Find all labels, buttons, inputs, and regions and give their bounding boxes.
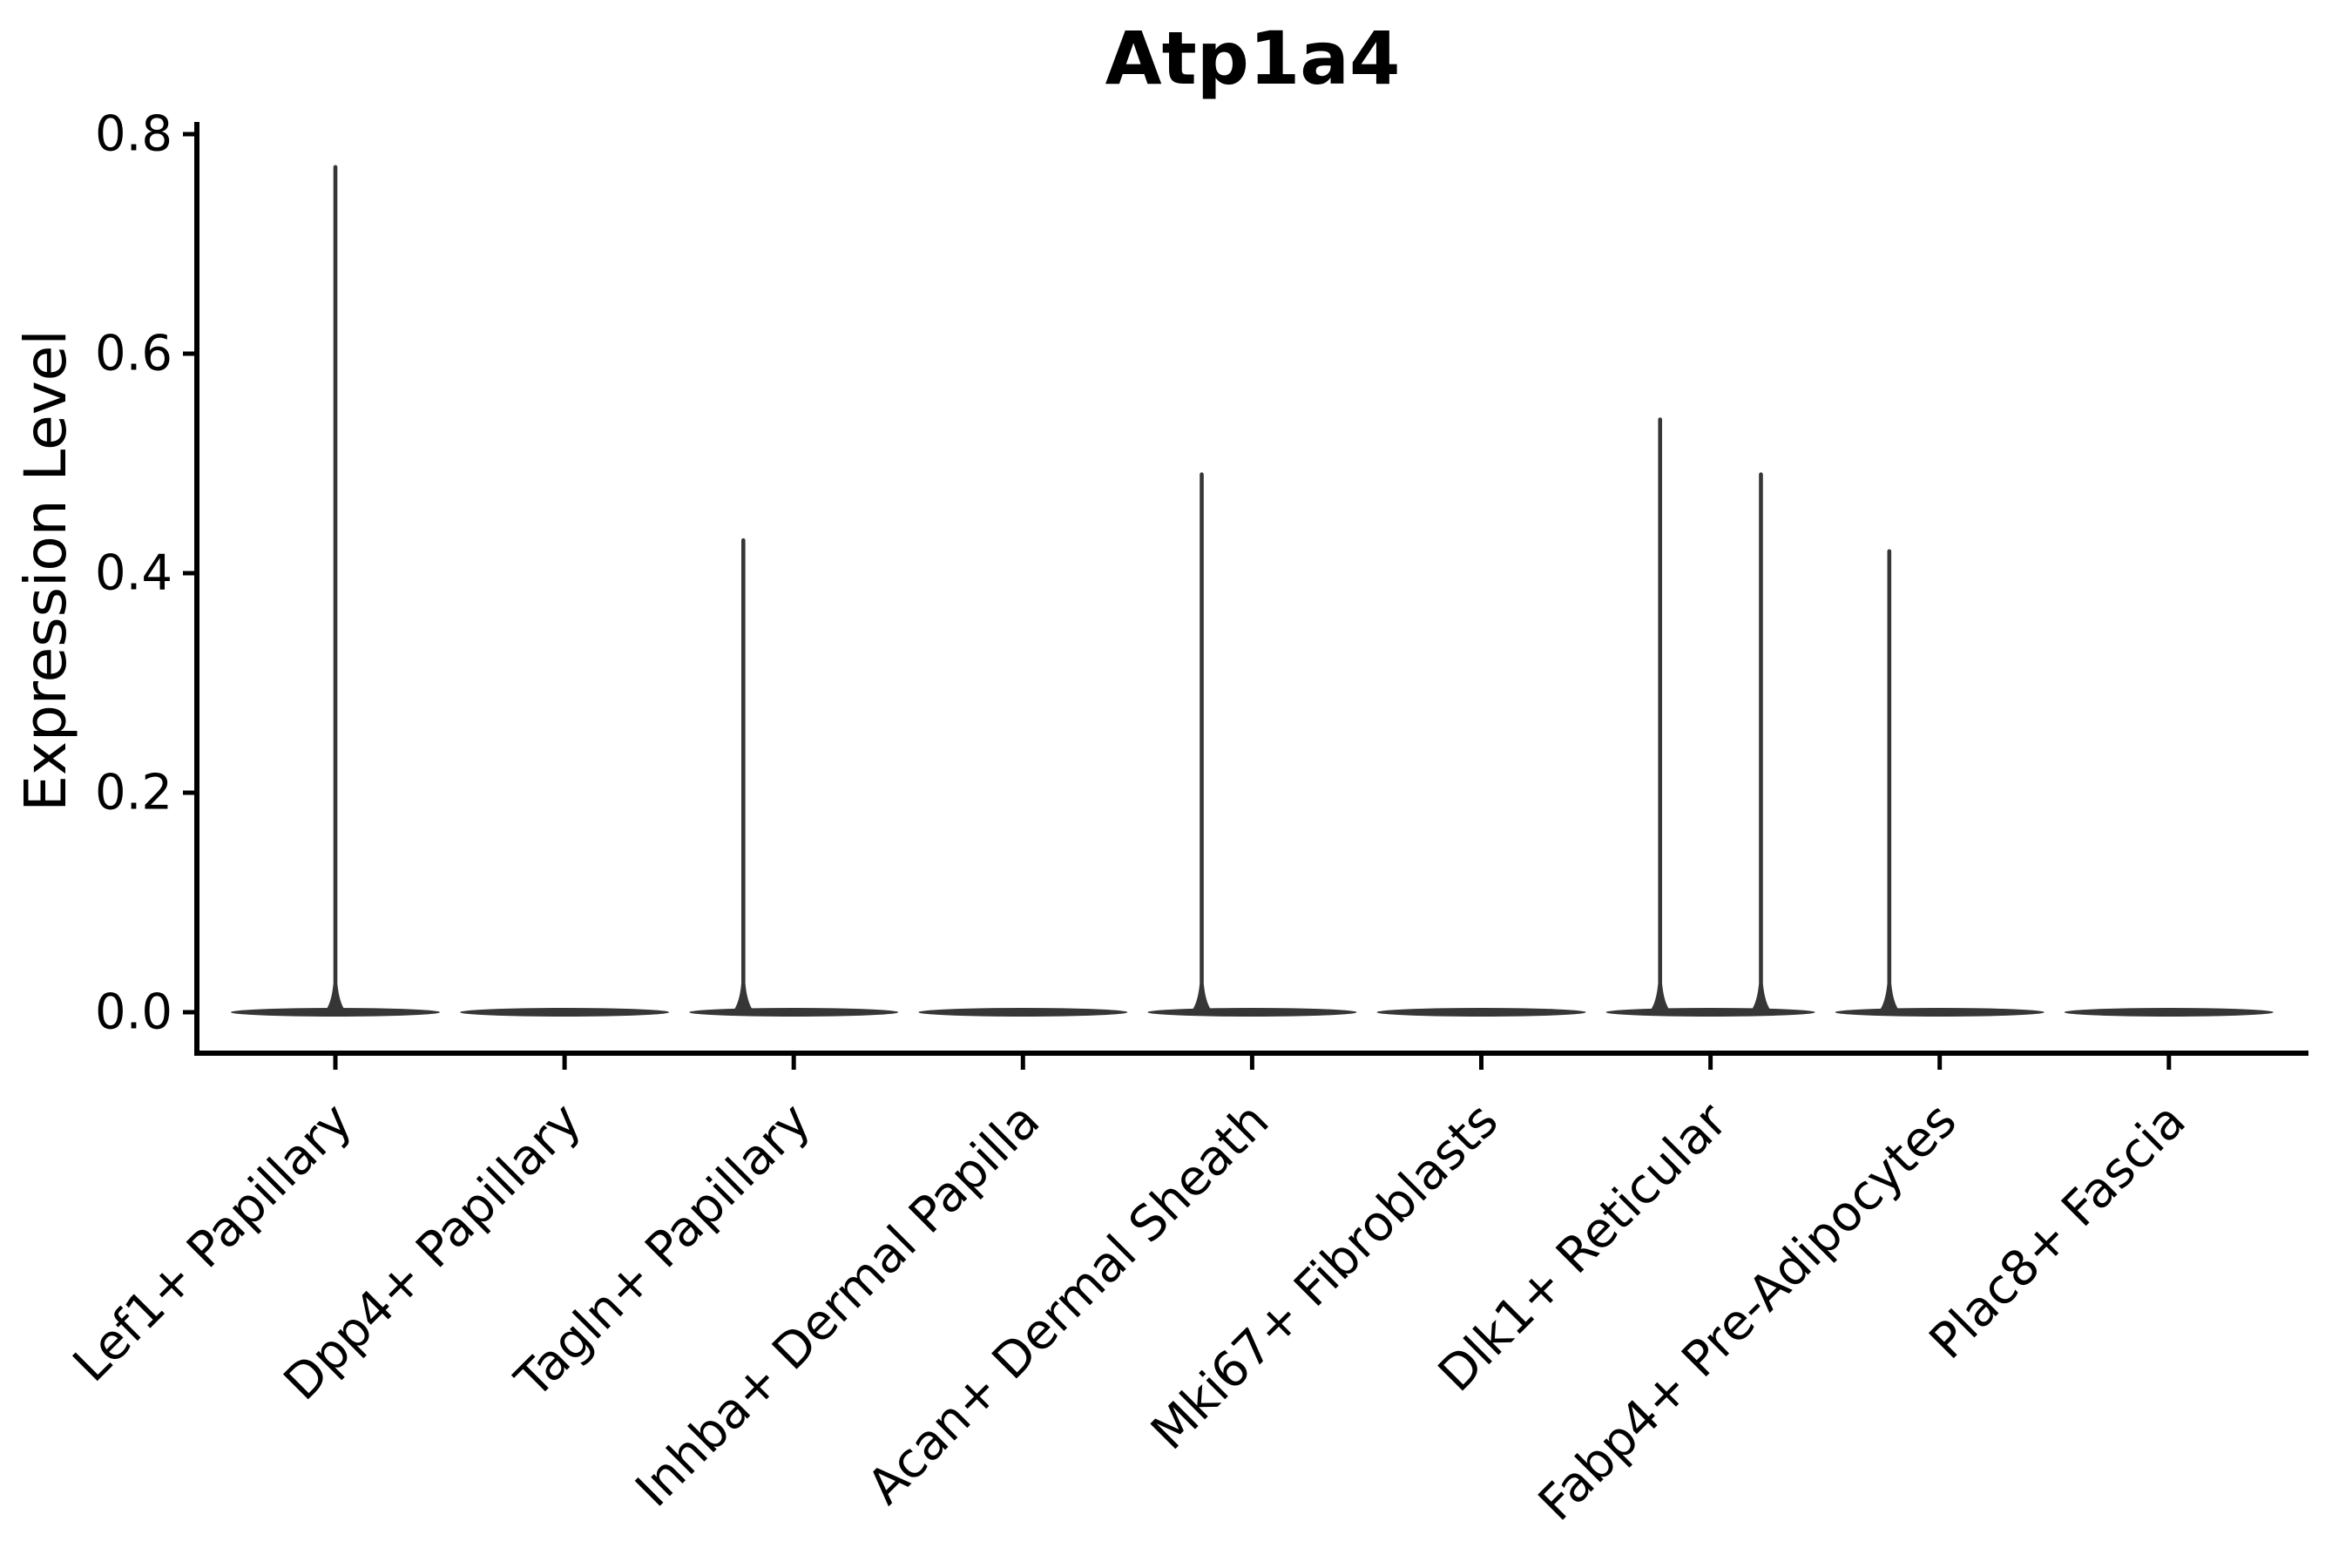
violin-lef1-papillary [231,165,440,1017]
violin-acan-dermal-sheath [1147,472,1357,1017]
spike-flare [1747,984,1774,1014]
violins-layer [231,165,2274,1017]
spike-flare [730,984,757,1014]
chart-title: Atp1a4 [1105,16,1401,101]
violin-base [689,1008,899,1017]
y-tick-label: 0.6 [95,326,172,382]
violin-dpp4-papillary [460,1008,670,1017]
violin-base [2064,1008,2274,1017]
spike-flare [322,984,348,1014]
y-tick-label: 0.0 [95,984,172,1041]
y-tick-label: 0.4 [95,545,172,602]
y-tick-label: 0.2 [95,765,172,821]
violin-mki67-fibroblasts [1376,1008,1586,1017]
x-tick-label-fabp4-pre-adipocytes: Fabp4+ Pre-Adipocytes [1528,1092,1968,1532]
y-tick-label: 0.8 [95,106,172,163]
violin-inhba-dermal-papilla [918,1008,1128,1017]
spike-flare [1188,984,1215,1014]
violin-base [1835,1008,2044,1017]
y-axis-label: Expression Level [12,329,79,811]
x-tick-label-inhba-dermal-papilla: Inhba+ Dermal Papilla [625,1092,1051,1518]
x-tick-label-acan-dermal-sheath: Acan+ Dermal Sheath [857,1092,1281,1516]
violin-base [918,1008,1128,1017]
violin-base [1605,1008,1815,1017]
violin-plac8-fascia [2064,1008,2274,1017]
violin-base [460,1008,670,1017]
violin-tagln-papillary [689,537,899,1017]
violin-fabp4-pre-adipocytes [1835,549,2044,1017]
violin-dlk1-reticular [1605,417,1815,1017]
violin-base [1147,1008,1357,1017]
violin-base [1376,1008,1586,1017]
spike-flare [1876,984,1903,1014]
spike-flare [1646,984,1673,1014]
